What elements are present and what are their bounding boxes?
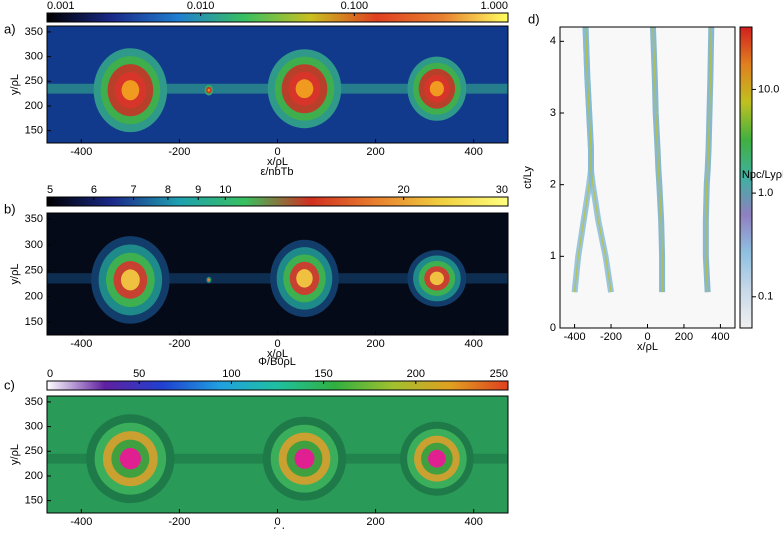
colorbar-tick-label: 6 — [91, 184, 97, 196]
x-tick-label: -200 — [168, 516, 190, 528]
island — [119, 448, 141, 470]
x-tick-label: 200 — [366, 146, 384, 158]
x-axis-label: x/ρL — [637, 341, 658, 353]
island — [429, 271, 444, 286]
colorbar-tick-label: 20 — [398, 184, 410, 196]
x-axis-label: x/ρL — [267, 156, 288, 168]
y-tick-label: 350 — [25, 26, 43, 38]
x-tick-label: 0 — [274, 338, 280, 350]
x-tick-label: -400 — [70, 516, 92, 528]
island — [296, 269, 313, 288]
colorbar-tick-label: 200 — [407, 368, 425, 380]
y-tick-label: 200 — [25, 290, 43, 302]
colorbar-tick-label: 5 — [47, 184, 53, 196]
plot-area — [47, 414, 508, 504]
panel-label: a) — [4, 21, 16, 36]
y-tick-label: 4 — [550, 35, 556, 47]
y-tick-label: 300 — [25, 239, 43, 251]
panel-label: d) — [528, 11, 540, 26]
x-tick-label: 400 — [464, 516, 482, 528]
y-tick-label: 350 — [25, 213, 43, 225]
x-tick-label: 400 — [464, 338, 482, 350]
colorbar-tick-label: 0.001 — [47, 0, 75, 12]
y-tick-label: 300 — [25, 421, 43, 433]
island — [121, 80, 140, 101]
colorbar-tick-label: 8 — [165, 184, 171, 196]
y-tick-label: 150 — [25, 316, 43, 328]
y-tick-label: 300 — [25, 51, 43, 63]
colorbar-tick-label: 0.1 — [758, 291, 773, 303]
x-tick-label: -400 — [70, 338, 92, 350]
x-tick-label: 400 — [711, 331, 729, 343]
colorbar-label: Npc/LyρL — [742, 169, 783, 181]
y-axis-label: y/ρL — [9, 74, 21, 95]
x-tick-label: -200 — [168, 146, 190, 158]
track-core — [705, 27, 713, 293]
colorbar-tick-label: 1.000 — [480, 0, 508, 12]
island — [428, 449, 446, 468]
colorbar-tick-label: 150 — [314, 368, 332, 380]
colorbar — [46, 196, 509, 207]
x-axis-label: x/ρL — [267, 348, 288, 360]
y-tick-label: 2 — [550, 179, 556, 191]
panel-label: c) — [4, 377, 15, 392]
x-tick-label: -200 — [600, 331, 622, 343]
colorbar — [46, 12, 509, 23]
y-tick-label: 350 — [25, 396, 43, 408]
colorbar-tick-label: 50 — [133, 368, 145, 380]
y-tick-label: 250 — [25, 75, 43, 87]
x-tick-label: 0 — [274, 146, 280, 158]
panel-label: b) — [4, 201, 16, 216]
colorbar-label: ε/nbTb — [260, 166, 293, 178]
x-tick-label: -400 — [70, 146, 92, 158]
y-tick-label: 200 — [25, 100, 43, 112]
track-core — [584, 27, 612, 293]
colorbar-tick-label: 7 — [131, 184, 137, 196]
colorbar-tick-label: 30 — [496, 184, 508, 196]
x-tick-label: 0 — [644, 331, 650, 343]
x-tick-label: -400 — [564, 331, 586, 343]
x-tick-label: 200 — [366, 338, 384, 350]
colorbar-tick-label: 1.0 — [758, 187, 773, 199]
colorbar-tick-label: 0.010 — [187, 0, 215, 12]
y-tick-label: 0 — [550, 322, 556, 334]
plot-area — [47, 48, 508, 133]
y-axis-label: ct/Ly — [522, 166, 534, 189]
colorbar — [46, 380, 509, 391]
y-tick-label: 150 — [25, 125, 43, 137]
y-tick-label: 150 — [25, 495, 43, 507]
colorbar-tick-label: 250 — [490, 368, 508, 380]
x-tick-label: 0 — [274, 516, 280, 528]
track-core — [652, 27, 663, 293]
colorbar-tick-label: 10 — [219, 184, 231, 196]
x-tick-label: -200 — [168, 338, 190, 350]
island — [120, 269, 140, 291]
y-tick-label: 1 — [550, 250, 556, 262]
colorbar-tick-label: 100 — [222, 368, 240, 380]
y-tick-label: 200 — [25, 470, 43, 482]
colorbar-tick-label: 10.0 — [758, 83, 779, 95]
colorbar — [739, 26, 753, 329]
island — [295, 79, 314, 99]
colorbar-tick-label: 9 — [195, 184, 201, 196]
island — [208, 279, 210, 281]
island — [294, 448, 315, 469]
island — [207, 88, 210, 92]
y-axis-label: y/ρL — [9, 264, 21, 285]
y-tick-label: 250 — [25, 445, 43, 457]
colorbar-label: Φ/B0ρL — [258, 356, 296, 368]
y-tick-label: 3 — [550, 107, 556, 119]
y-tick-label: 250 — [25, 265, 43, 277]
y-axis-label: y/ρL — [9, 444, 21, 465]
x-tick-label: 200 — [366, 516, 384, 528]
colorbar-tick-label: 0.100 — [341, 0, 369, 12]
plot-area — [571, 27, 715, 293]
plot-area — [47, 236, 508, 324]
colorbar-tick-label: 0 — [47, 368, 53, 380]
x-tick-label: 400 — [464, 146, 482, 158]
x-tick-label: 200 — [675, 331, 693, 343]
island — [429, 80, 444, 97]
